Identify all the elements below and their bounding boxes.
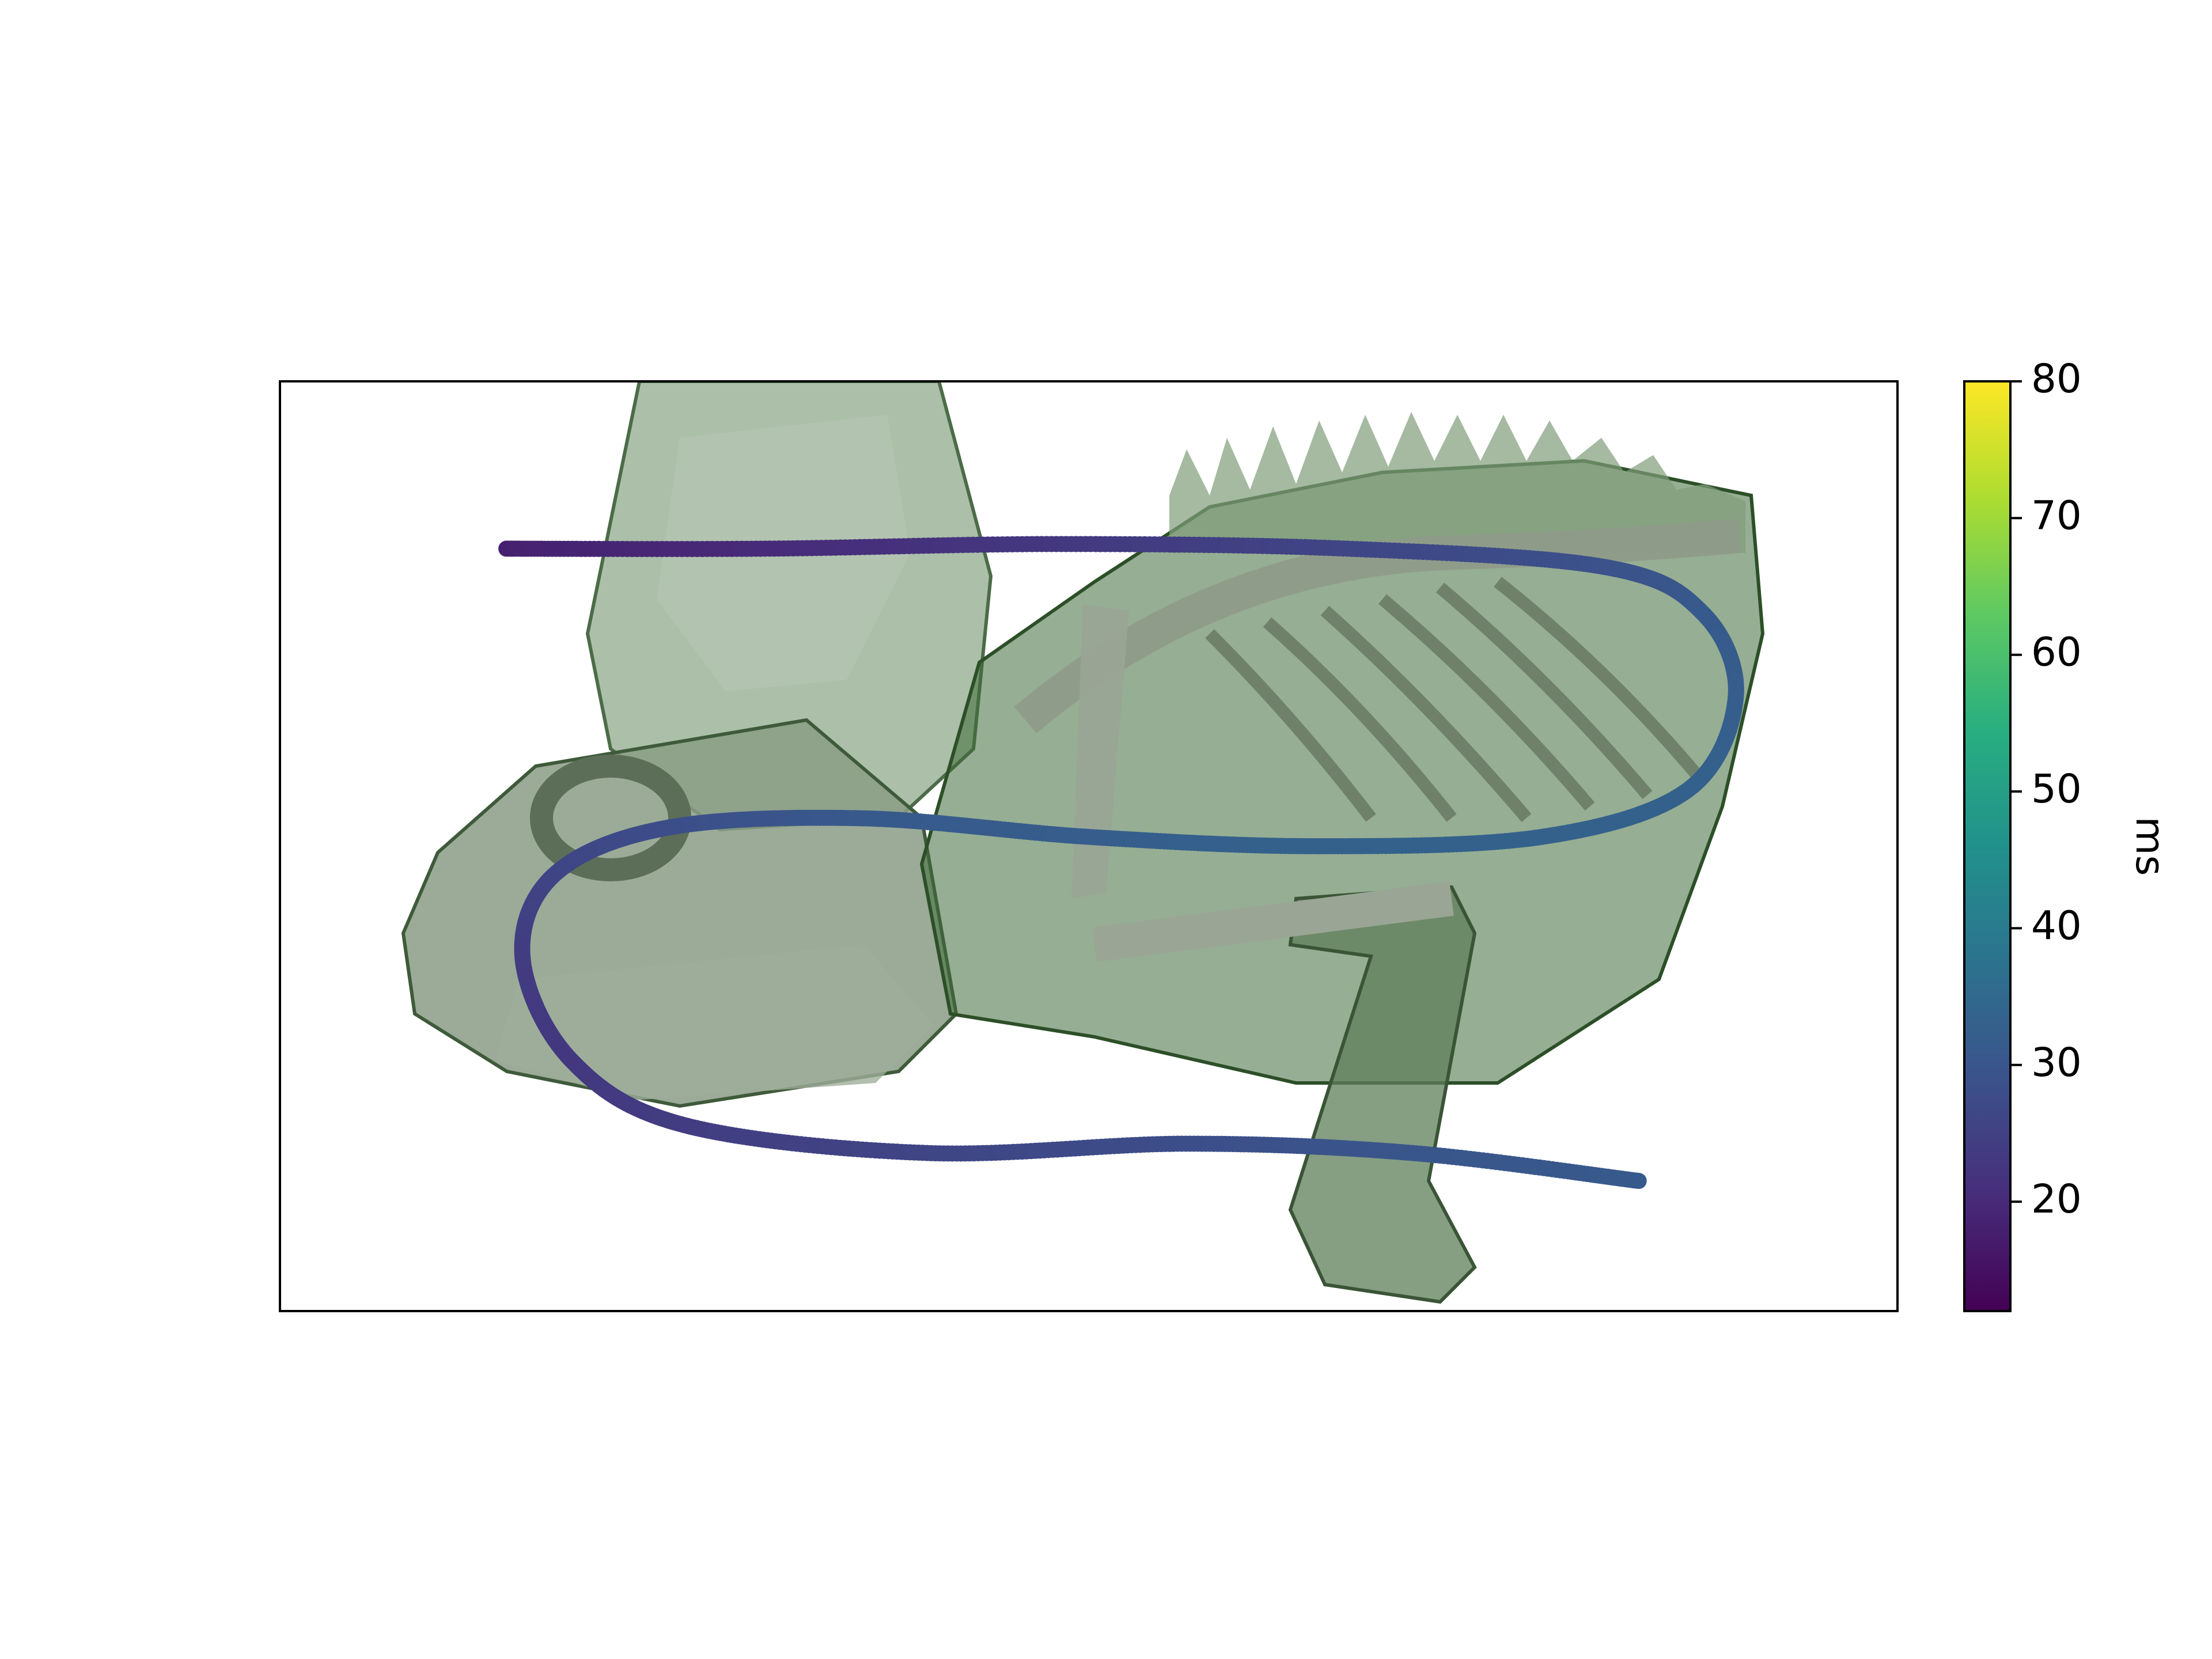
femur: [1092, 881, 1454, 962]
hind-leg: [1288, 885, 1477, 1304]
colorbar-ticks: 20 30 40 50 60 70 80: [2010, 356, 2082, 1222]
ribs: [1205, 577, 1705, 823]
jaw-shape: [495, 945, 933, 1100]
rib: [1205, 629, 1376, 822]
scatter-point: [1630, 1173, 1647, 1190]
rib: [1494, 577, 1705, 782]
colorbar-tick-label: 30: [2031, 1040, 2082, 1086]
colorbar-gradient: [1963, 380, 2012, 1312]
colorbar-tick-label: 70: [2031, 493, 2082, 539]
rib: [1263, 617, 1457, 822]
colorbar-tick-label: 50: [2031, 766, 2082, 812]
colorbar-tick-label: 20: [2031, 1176, 2082, 1222]
colorbar-tick-label: 40: [2031, 903, 2082, 949]
colorbar-label: ms: [2127, 816, 2173, 876]
axes-frame: [279, 380, 1899, 1312]
scatter-series: [498, 536, 1744, 1190]
colorbar-tick-label: 60: [2031, 630, 2082, 676]
colorbar: 20 30 40 50 60 70 80 ms: [1963, 356, 2173, 1312]
rib: [1378, 594, 1595, 811]
colorbar-tick-label: 80: [2031, 356, 2082, 402]
rib: [1320, 605, 1532, 823]
front-leg: [1071, 605, 1129, 899]
rib: [1435, 582, 1653, 800]
dorsal-crest: [1169, 412, 1745, 553]
